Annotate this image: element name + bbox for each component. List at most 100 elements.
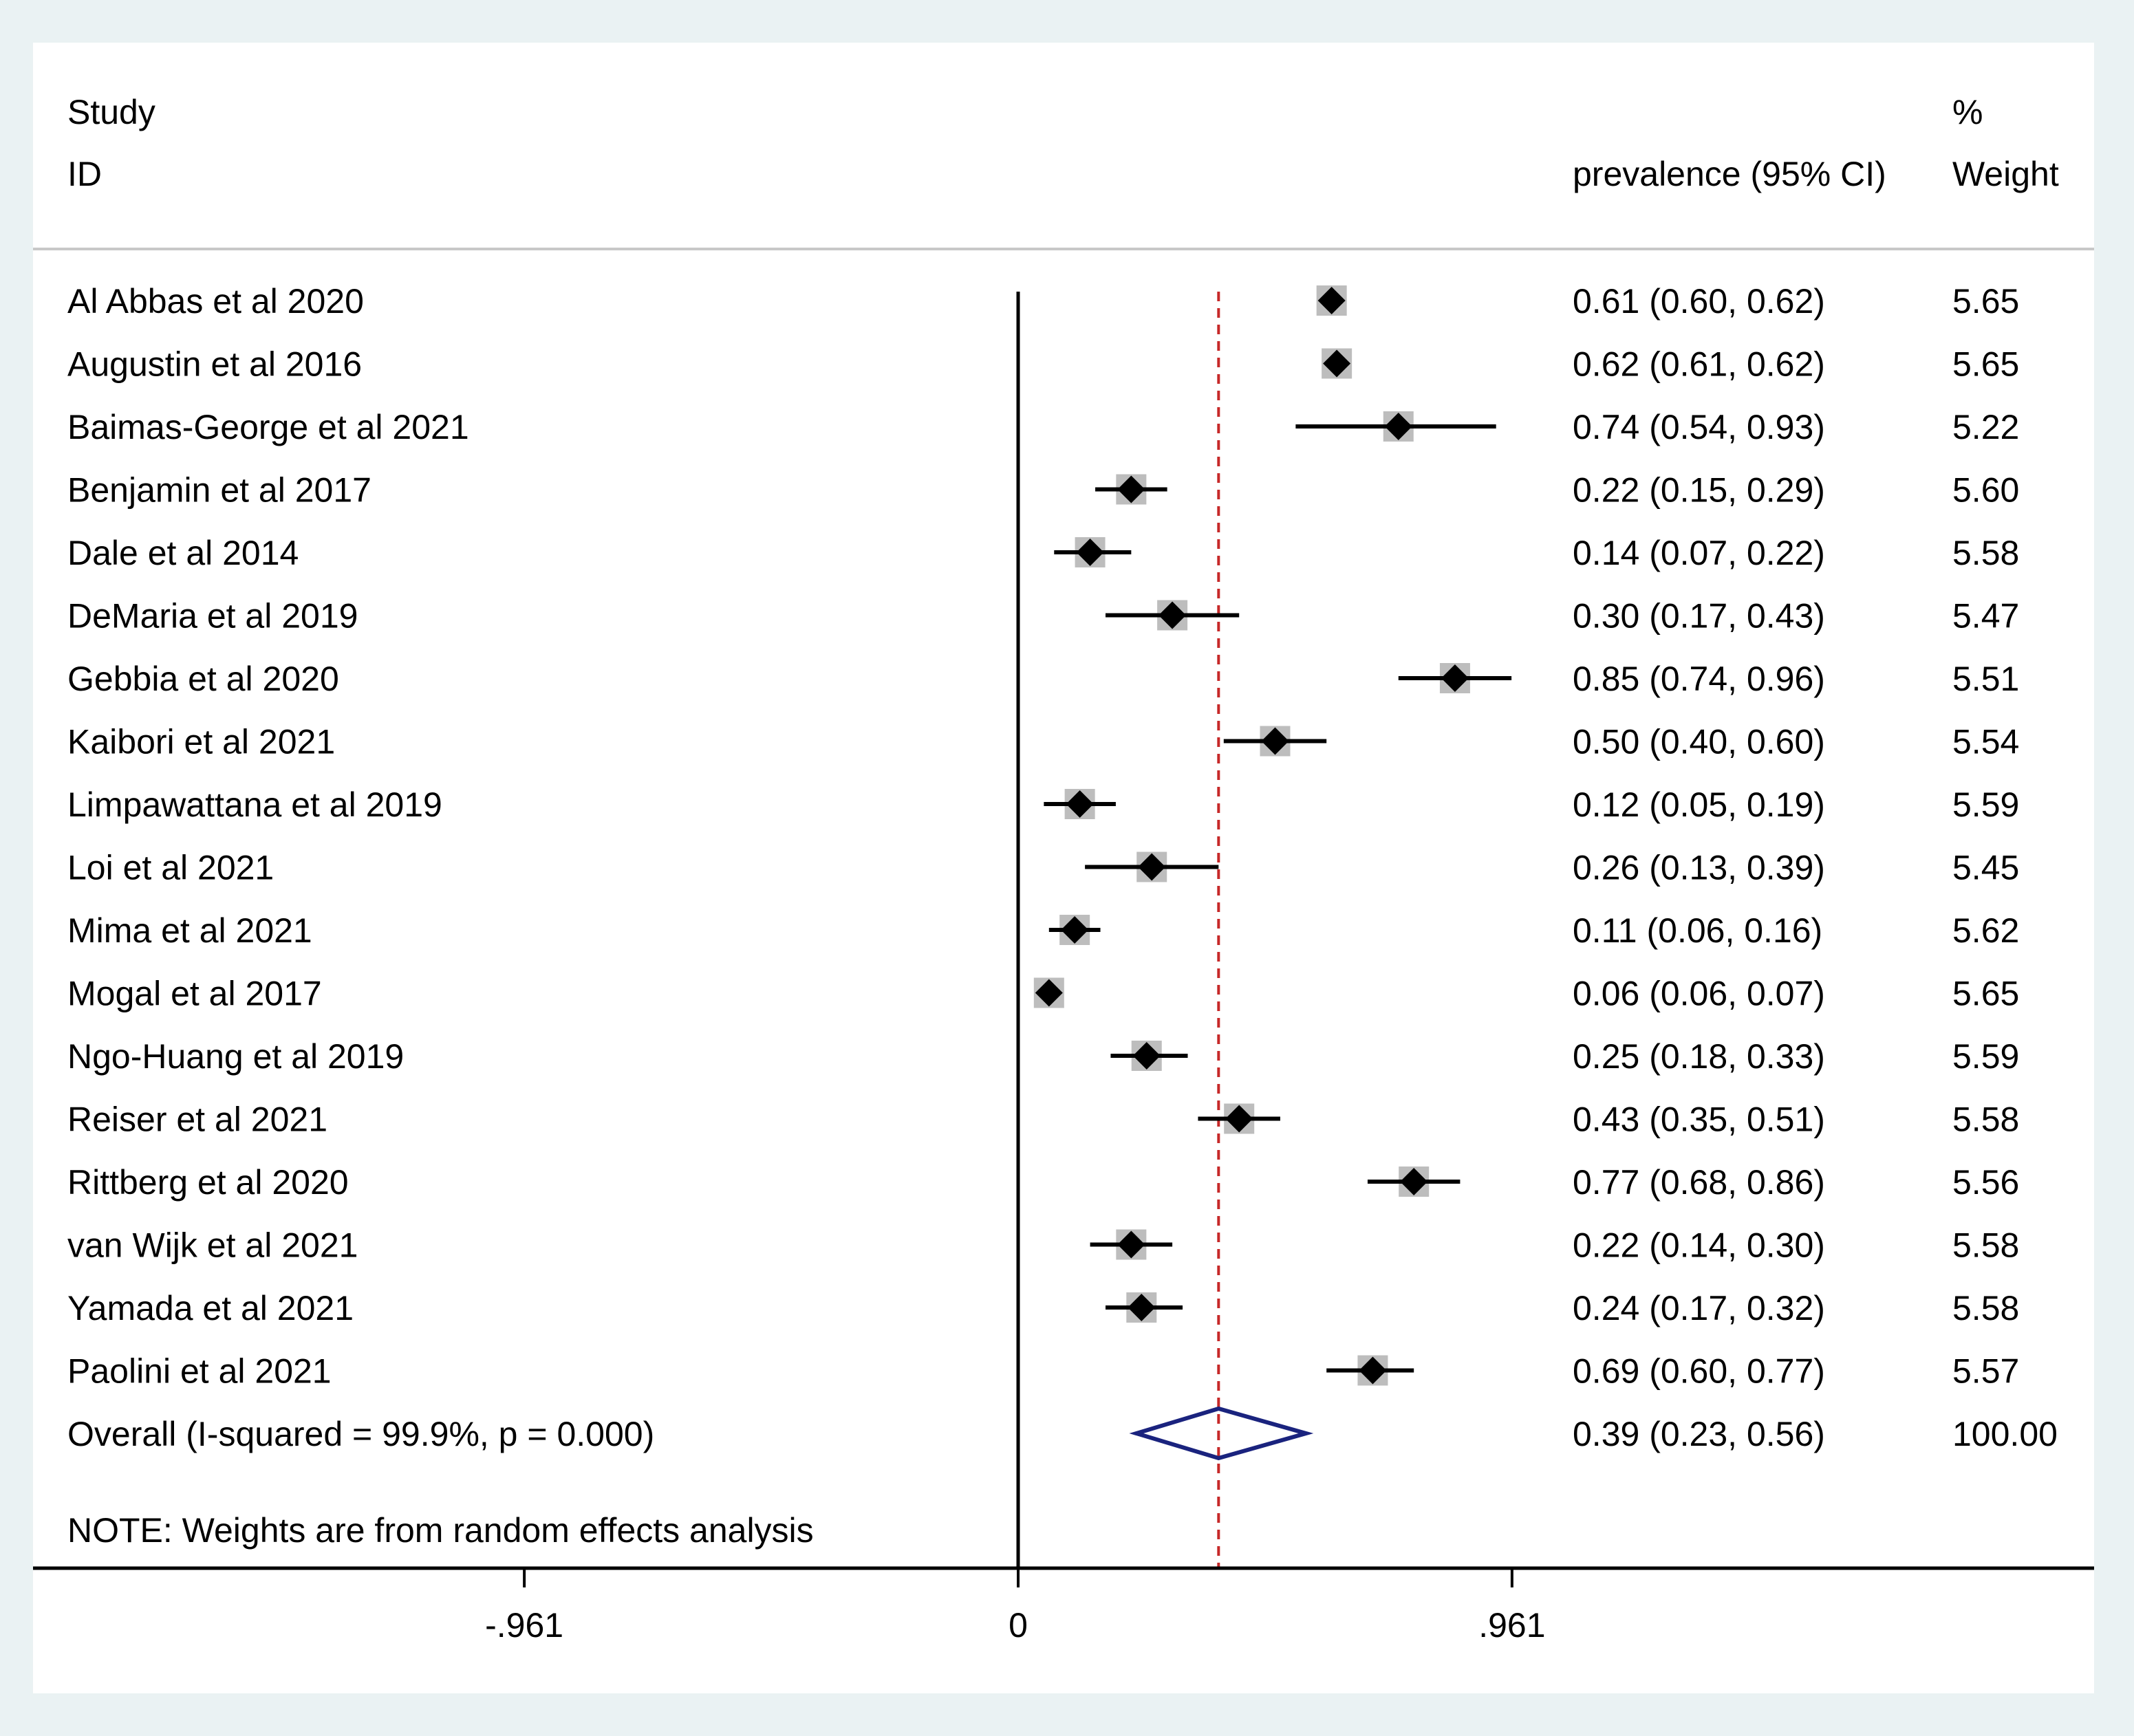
weight-text: 5.65 <box>1952 282 2019 321</box>
study-row: van Wijk et al 2021 0.22 (0.14, 0.30) 5.58 <box>67 1226 2019 1265</box>
point-estimate-marker <box>1035 979 1063 1007</box>
study-label: Rittberg et al 2020 <box>67 1163 349 1202</box>
weight-text: 5.60 <box>1952 471 2019 510</box>
header-study: Study <box>67 93 155 131</box>
point-estimate-marker <box>1441 664 1469 692</box>
point-estimate-marker <box>1158 601 1187 629</box>
point-estimate-marker <box>1117 1230 1145 1259</box>
point-estimate-marker <box>1384 413 1412 440</box>
study-label: van Wijk et al 2021 <box>67 1226 358 1265</box>
study-row: Rittberg et al 2020 0.77 (0.68, 0.86) 5.56 <box>67 1163 2019 1202</box>
study-label: Paolini et al 2021 <box>67 1352 332 1391</box>
ci-text: 0.12 (0.05, 0.19) <box>1573 785 1825 824</box>
point-estimate-marker <box>1225 1105 1253 1133</box>
point-estimate-marker <box>1323 349 1351 378</box>
study-label: Mima et al 2021 <box>67 911 312 950</box>
header-percent: % <box>1952 93 1983 131</box>
ci-text: 0.30 (0.17, 0.43) <box>1573 597 1825 636</box>
ci-text: 0.26 (0.13, 0.39) <box>1573 849 1825 887</box>
overall-label: Overall (I-squared = 99.9%, p = 0.000) <box>67 1415 654 1453</box>
weight-text: 5.58 <box>1952 1100 2019 1139</box>
point-estimate-marker <box>1061 916 1089 944</box>
header-id: ID <box>67 155 102 193</box>
study-label: Augustin et al 2016 <box>67 345 362 384</box>
study-label: Al Abbas et al 2020 <box>67 282 364 321</box>
study-label: Baimas-George et al 2021 <box>67 408 469 446</box>
weight-text: 5.57 <box>1952 1352 2019 1391</box>
study-row: Gebbia et al 2020 0.85 (0.74, 0.96) 5.51 <box>67 660 2019 698</box>
ci-text: 0.43 (0.35, 0.51) <box>1573 1100 1825 1139</box>
study-label: Kaibori et al 2021 <box>67 723 335 761</box>
weight-text: 5.65 <box>1952 345 2019 384</box>
ci-text: 0.61 (0.60, 0.62) <box>1573 282 1825 321</box>
ci-text: 0.74 (0.54, 0.93) <box>1573 408 1825 446</box>
study-row: Dale et al 2014 0.14 (0.07, 0.22) 5.58 <box>67 534 2019 572</box>
point-estimate-marker <box>1138 853 1166 881</box>
point-estimate-marker <box>1076 539 1104 566</box>
study-label: Dale et al 2014 <box>67 534 299 572</box>
overall-row: Overall (I-squared = 99.9%, p = 0.000) 0.… <box>67 1406 2058 1461</box>
ci-text: 0.14 (0.07, 0.22) <box>1573 534 1825 572</box>
point-estimate-marker <box>1359 1356 1387 1385</box>
point-estimate-marker <box>1066 790 1094 818</box>
overall-weight-text: 100.00 <box>1952 1415 2058 1453</box>
point-estimate-marker <box>1117 475 1145 503</box>
point-estimate-marker <box>1128 1294 1156 1321</box>
study-row: Mogal et al 2017 0.06 (0.06, 0.07) 5.65 <box>67 975 2019 1013</box>
study-label: DeMaria et al 2019 <box>67 597 358 636</box>
point-estimate-marker <box>1261 727 1289 755</box>
ci-text: 0.85 (0.74, 0.96) <box>1573 660 1825 698</box>
weight-text: 5.56 <box>1952 1163 2019 1202</box>
study-row: Ngo-Huang et al 2019 0.25 (0.18, 0.33) 5.5… <box>67 1037 2019 1076</box>
x-tick-label: .961 <box>1478 1606 1545 1645</box>
weight-text: 5.45 <box>1952 849 2019 887</box>
header-effect-label: prevalence (95% CI) <box>1573 155 1886 193</box>
point-estimate-marker <box>1132 1042 1161 1070</box>
ci-text: 0.69 (0.60, 0.77) <box>1573 1352 1825 1391</box>
point-estimate-marker <box>1317 287 1346 314</box>
study-rows: Al Abbas et al 2020 0.61 (0.60, 0.62) 5.65… <box>67 282 2019 1391</box>
weight-text: 5.59 <box>1952 1037 2019 1076</box>
ci-text: 0.06 (0.06, 0.07) <box>1573 975 1825 1013</box>
weight-text: 5.65 <box>1952 975 2019 1013</box>
study-label: Ngo-Huang et al 2019 <box>67 1037 404 1076</box>
study-row: Loi et al 2021 0.26 (0.13, 0.39) 5.45 <box>67 849 2019 887</box>
study-row: Al Abbas et al 2020 0.61 (0.60, 0.62) 5.65 <box>67 282 2019 321</box>
weight-text: 5.47 <box>1952 597 2019 636</box>
weight-text: 5.58 <box>1952 534 2019 572</box>
study-label: Yamada et al 2021 <box>67 1289 354 1327</box>
study-row: Yamada et al 2021 0.24 (0.17, 0.32) 5.58 <box>67 1289 2019 1327</box>
weight-text: 5.54 <box>1952 723 2019 761</box>
study-row: Augustin et al 2016 0.62 (0.61, 0.62) 5.65 <box>67 345 2019 384</box>
study-row: Benjamin et al 2017 0.22 (0.15, 0.29) 5.60 <box>67 471 2019 510</box>
weight-text: 5.58 <box>1952 1226 2019 1265</box>
study-row: Baimas-George et al 2021 0.74 (0.54, 0.93… <box>67 408 2019 446</box>
study-row: Limpawattana et al 2019 0.12 (0.05, 0.19)… <box>67 785 2019 824</box>
point-estimate-marker <box>1400 1168 1428 1195</box>
x-tick-label: 0 <box>1009 1606 1028 1645</box>
ci-text: 0.50 (0.40, 0.60) <box>1573 723 1825 761</box>
ci-text: 0.22 (0.15, 0.29) <box>1573 471 1825 510</box>
ci-text: 0.25 (0.18, 0.33) <box>1573 1037 1825 1076</box>
reference-lines <box>1016 292 1220 1568</box>
x-tick-label: -.961 <box>485 1606 563 1645</box>
study-row: Paolini et al 2021 0.69 (0.60, 0.77) 5.57 <box>67 1352 2019 1391</box>
ci-text: 0.24 (0.17, 0.32) <box>1573 1289 1825 1327</box>
forest-plot: Study ID prevalence (95% CI) % Weight Al… <box>33 93 2094 1645</box>
weight-text: 5.22 <box>1952 408 2019 446</box>
study-row: Kaibori et al 2021 0.50 (0.40, 0.60) 5.54 <box>67 723 2019 761</box>
study-row: Reiser et al 2021 0.43 (0.35, 0.51) 5.58 <box>67 1100 2019 1139</box>
overall-ci-text: 0.39 (0.23, 0.56) <box>1573 1415 1825 1453</box>
forest-plot-panel: Study ID prevalence (95% CI) % Weight Al… <box>33 43 2094 1693</box>
study-row: Mima et al 2021 0.11 (0.06, 0.16) 5.62 <box>67 911 2019 950</box>
study-label: Loi et al 2021 <box>67 849 274 887</box>
weight-text: 5.58 <box>1952 1289 2019 1327</box>
study-row: DeMaria et al 2019 0.30 (0.17, 0.43) 5.47 <box>67 597 2019 636</box>
ci-text: 0.62 (0.61, 0.62) <box>1573 345 1825 384</box>
weight-text: 5.62 <box>1952 911 2019 950</box>
header-weight: Weight <box>1952 155 2059 193</box>
ci-text: 0.77 (0.68, 0.86) <box>1573 1163 1825 1202</box>
study-label: Benjamin et al 2017 <box>67 471 371 510</box>
x-axis: -.961 0 .961 <box>33 1566 2094 1645</box>
overall-diamond <box>1129 1406 1314 1461</box>
